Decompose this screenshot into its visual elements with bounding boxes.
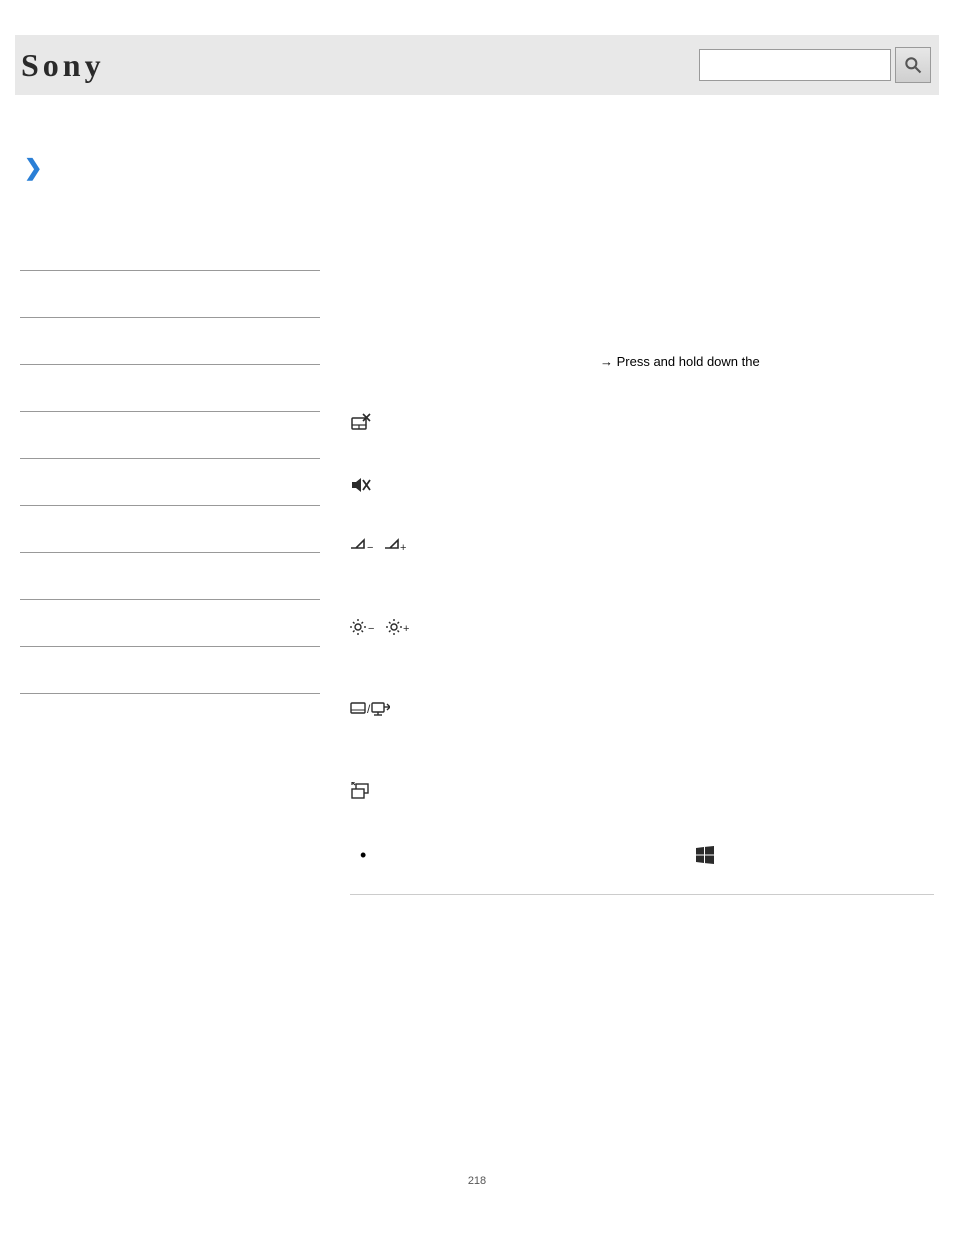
sidebar-item[interactable] (20, 600, 320, 647)
fn-row-zoom (350, 782, 934, 802)
brand-logo: Sony (21, 47, 105, 84)
search-wrap (699, 47, 931, 83)
fn-row-volume: − + (350, 538, 934, 554)
volume-down-icon: − (350, 538, 374, 554)
sidebar-item[interactable] (20, 365, 320, 412)
main-content: → Press and hold down the (320, 95, 934, 895)
brightness-up-icon: + (386, 618, 412, 636)
svg-text:+: + (400, 542, 406, 554)
sidebar-item[interactable] (20, 271, 320, 318)
mute-icon (350, 476, 372, 494)
fn-row-display: / (350, 700, 934, 718)
sidebar-item[interactable] (20, 553, 320, 600)
fn-row-brightness: − + (350, 618, 934, 636)
chevron-right-icon: ❯ (24, 157, 320, 179)
sidebar-item[interactable] (20, 459, 320, 506)
touchpad-off-icon (350, 412, 372, 432)
page-body: ❯ → Press and hold down the (0, 95, 954, 925)
sidebar-item[interactable] (20, 647, 320, 694)
section-divider (350, 894, 934, 895)
fn-row-mute (350, 476, 934, 494)
top-bar: Sony (15, 35, 939, 95)
sidebar-item[interactable] (20, 506, 320, 553)
sidebar: ❯ (20, 95, 320, 895)
brightness-down-icon: − (350, 618, 376, 636)
page-number: 218 (0, 1175, 954, 1187)
windows-logo-icon (696, 846, 714, 864)
search-icon (903, 55, 923, 75)
display-output-icon: / (350, 700, 390, 718)
instruction-line: → Press and hold down the (350, 353, 934, 372)
note-row: • (360, 846, 934, 864)
svg-text:−: − (367, 542, 373, 554)
zoom-icon (350, 782, 372, 802)
search-button[interactable] (895, 47, 931, 83)
volume-up-icon: + (384, 538, 408, 554)
fn-row-touchpad (350, 412, 934, 432)
search-input[interactable] (699, 49, 891, 81)
sidebar-item[interactable] (20, 412, 320, 459)
svg-text:−: − (368, 623, 374, 635)
svg-text:/: / (367, 702, 371, 716)
bullet-icon: • (360, 846, 366, 864)
svg-text:+: + (403, 623, 409, 635)
sidebar-item[interactable] (20, 224, 320, 271)
sidebar-item[interactable] (20, 318, 320, 365)
